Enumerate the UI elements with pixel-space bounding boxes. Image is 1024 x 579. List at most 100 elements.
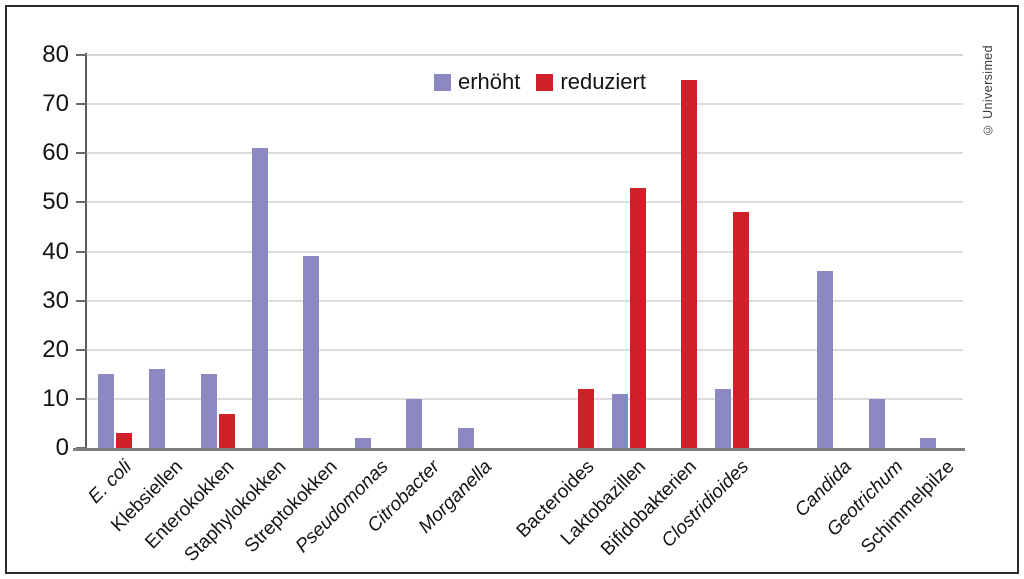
legend-swatch-icon [434,73,451,91]
category-slot-10: Bifidobakterien [598,55,706,560]
y-tick-70 [76,103,87,106]
copyright-credit: © Universimed [981,45,995,138]
legend-item-1: reduziert [536,69,646,95]
bar-erhöht-13 [868,398,885,448]
category-slot-12: Candida [791,55,860,521]
half-erhöht [706,55,732,448]
y-tick-20 [76,348,87,351]
y-tick-10 [76,397,87,400]
half-reduziert [166,55,192,448]
category-slot-0: E. coli [84,55,141,508]
category-slot-5: Pseudomonas [292,55,398,557]
gridline-80 [87,54,963,56]
half-erhöht [243,55,269,448]
y-tick-label-40: 40 [42,237,69,265]
half-erhöht [89,55,115,448]
category-slot-3: Staphylokokken [180,55,295,566]
legend-label: erhöht [458,69,521,94]
legend-swatch-icon [536,73,554,91]
half-erhöht [449,55,475,448]
gridline-20 [87,348,963,351]
gridline-60 [87,152,963,155]
half-reduziert [218,55,244,448]
y-tick-50 [76,201,87,204]
half-erhöht [397,55,423,448]
bar-erhöht-9 [611,393,628,448]
x-label-14: Schimmelpilze [856,456,959,558]
half-reduziert [475,55,501,448]
legend-item-0: erhöht [434,69,520,95]
category-slot-4: Streptokokken [241,55,346,557]
category-slot-6: Citrobacter [364,55,449,537]
half-reduziert [372,55,398,448]
half-erhöht [603,55,629,448]
half-erhöht [860,55,886,448]
half-reduziert [732,55,758,448]
half-erhöht [654,55,680,448]
bar-erhöht-12 [817,271,834,448]
half-reduziert [115,55,141,448]
bar-reduziert-0 [115,433,132,448]
category-slot-9: Laktobazillen [557,55,654,550]
gridline-10 [87,397,963,400]
bar-erhöht-6 [406,398,423,448]
half-erhöht [140,55,166,448]
bar-erhöht-1 [149,369,166,448]
bar-erhöht-5 [354,438,371,448]
plot-area: 0 10 20 30 40 50 60 70 80 E. coli Klebsiellen Ente… [42,41,965,566]
y-tick-label-10: 10 [42,384,69,412]
half-reduziert [423,55,449,448]
y-tick-label-80: 80 [42,41,69,68]
bar-erhöht-11 [714,389,731,448]
bar-reduziert-2 [218,413,235,448]
half-reduziert [577,55,603,448]
category-slot-7: Morganella [414,55,501,538]
bar-erhöht-2 [200,374,217,448]
half-erhöht [552,55,578,448]
bar-erhöht-4 [303,256,320,448]
bar-erhöht-3 [251,148,268,448]
category-slot-2: Enterokokken [142,55,244,553]
y-tick-60 [76,152,87,155]
half-erhöht [346,55,372,448]
bar-erhöht-7 [457,428,474,448]
y-tick-80 [76,54,87,56]
bar-reduziert-11 [732,212,749,448]
category-slot-13: Geotrichum [823,55,912,541]
half-erhöht [809,55,835,448]
y-tick-label-70: 70 [42,90,69,118]
bar-reduziert-8 [578,389,595,448]
gridline-40 [87,250,963,253]
half-reduziert [269,55,295,448]
group-spacer [500,55,551,448]
gridline-30 [87,299,963,302]
x-axis-line [73,448,965,451]
half-reduziert [834,55,860,448]
bar-slots: E. coli Klebsiellen Enterokokken Staphyloko… [84,55,963,566]
category-slot-8: Bacteroides [513,55,603,542]
y-tick-label-20: 20 [42,335,69,363]
bar-reduziert-9 [629,187,646,448]
category-slot-1: Klebsiellen [107,55,192,536]
bar-erhöht-14 [920,438,937,448]
category-slot-11: Clostridioides [657,55,758,552]
group-spacer [757,55,808,448]
gridline-50 [87,201,963,204]
y-tick-40 [76,250,87,253]
legend-label: reduziert [560,69,646,94]
half-reduziert [320,55,346,448]
half-erhöht [295,55,321,448]
y-tick-label-60: 60 [42,139,69,167]
category-slot-14: Schimmelpilze [857,55,963,558]
half-erhöht [912,55,938,448]
y-tick-label-30: 30 [42,286,69,314]
half-reduziert [680,55,706,448]
half-reduziert [886,55,912,448]
bar-erhöht-0 [97,374,114,448]
half-erhöht [192,55,218,448]
figure-frame: 0 10 20 30 40 50 60 70 80 E. coli Klebsiellen Ente… [5,5,1019,574]
half-reduziert [937,55,963,448]
bar-reduziert-10 [681,79,698,448]
y-tick-label-50: 50 [42,188,69,216]
